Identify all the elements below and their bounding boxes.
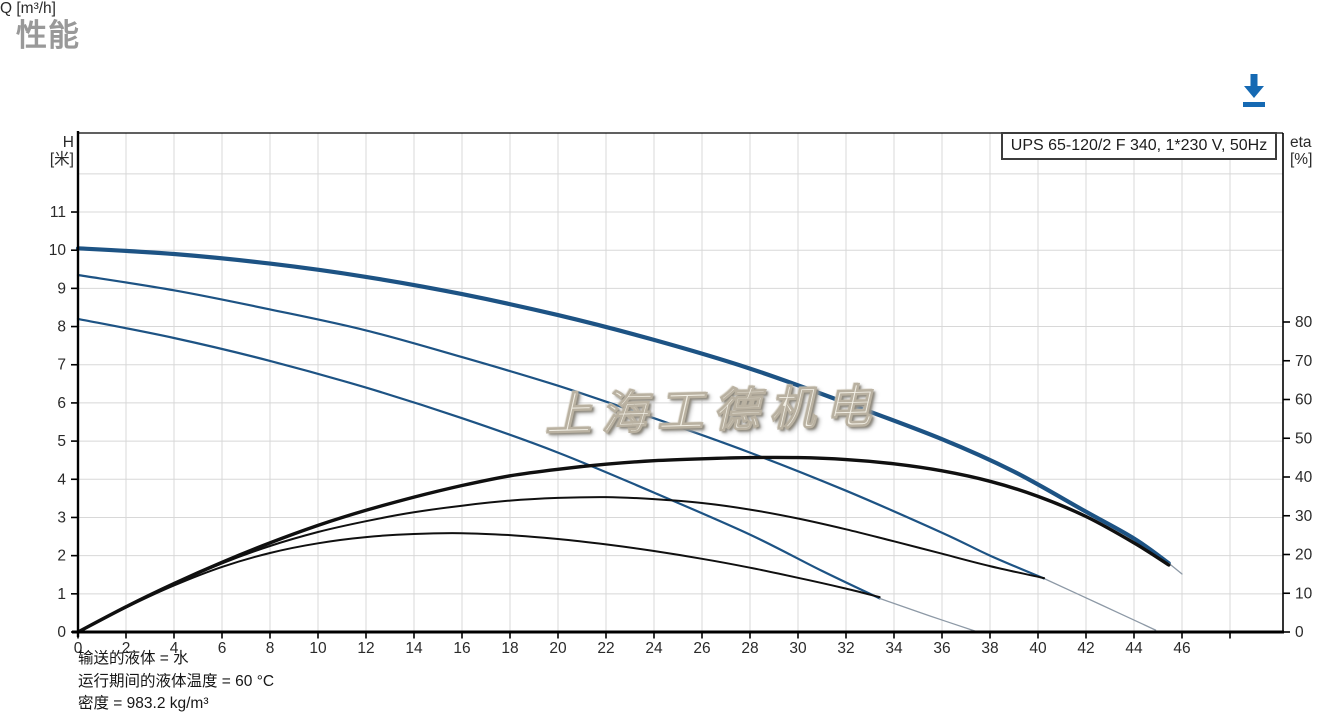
h-tick-label: 1	[57, 586, 66, 603]
note-pumped-liquid: 输送的液体 = 水	[78, 650, 189, 667]
pump-performance-chart: 0 2 4 6 8 10 12 14 16 18 20 22 24 26 28 30 32 34 36 38 40 42 4…	[0, 0, 1331, 657]
x-tick-label: 10	[309, 640, 327, 657]
tick-marks	[71, 211, 1290, 639]
speed3-eta-curve	[76, 455, 1171, 634]
x-tick-label: 40	[1029, 640, 1047, 657]
h-tick-label: 10	[49, 242, 67, 259]
x-tick-label: 22	[597, 640, 614, 657]
right-axis-unit: [%]	[1290, 151, 1313, 168]
x-tick-label: 20	[549, 640, 567, 657]
download-icon	[1243, 74, 1265, 107]
eta-tick-label: 30	[1295, 508, 1313, 525]
eta-tick-label: 70	[1295, 353, 1313, 370]
x-tick-label: 32	[837, 640, 854, 657]
x-tick-label: 28	[741, 640, 758, 657]
x-tick-label: 44	[1125, 640, 1143, 657]
h-tick-label: 8	[57, 319, 66, 336]
x-tick-label: 46	[1173, 640, 1190, 657]
note-liquid-temperature: 运行期间的液体温度 = 60 °C	[78, 672, 275, 690]
curves	[75, 246, 1183, 634]
legend-box: UPS 65-120/2 F 340, 1*230 V, 50Hz	[1001, 132, 1277, 160]
eta-tick-label: 10	[1295, 585, 1313, 602]
eta-tick-label: 60	[1295, 392, 1313, 409]
h-tick-label: 7	[57, 357, 66, 374]
right-axis-quantity: eta	[1290, 134, 1312, 151]
download-button[interactable]	[1238, 72, 1270, 112]
x-tick-label: 18	[501, 640, 518, 657]
h-tick-label: 9	[57, 280, 66, 297]
x-tick-label: 0	[74, 640, 83, 657]
x-tick-label: 16	[453, 640, 470, 657]
chart-notes: 输送的液体 = 水 运行期间的液体温度 = 60 °C 密度 = 983.2 k…	[78, 648, 274, 716]
x-axis-label: Q [m³/h]	[0, 0, 56, 17]
x-tick-label: 12	[357, 640, 374, 657]
legend-label: UPS 65-120/2 F 340, 1*230 V, 50Hz	[1010, 137, 1268, 154]
speed2-head-extension	[1043, 577, 1157, 631]
h-tick-label: 2	[57, 548, 66, 565]
left-axis-quantity: H	[62, 134, 74, 151]
h-tick-label: 4	[57, 471, 66, 488]
note-density: 密度 = 983.2 kg/m³	[78, 695, 209, 712]
speed2-head-curve	[76, 273, 1046, 580]
speed3-head-extension	[1168, 562, 1183, 575]
x-tick-label: 4	[170, 640, 179, 657]
x-tick-label: 30	[789, 640, 807, 657]
x-tick-label: 14	[405, 640, 423, 657]
x-tick-label: 2	[122, 640, 131, 657]
eta-tick-label: 50	[1295, 430, 1313, 447]
h-tick-label: 6	[57, 395, 66, 412]
eta-tick-label: 0	[1295, 624, 1304, 641]
x-tick-label: 34	[885, 640, 903, 657]
eta-tick-label: 40	[1295, 469, 1313, 486]
x-tick-label: 8	[266, 640, 275, 657]
left-axis-unit: [米]	[49, 151, 74, 168]
tick-labels: 0 2 4 6 8 10 12 14 16 18 20 22 24 26 28 30 32 34 36 38 40 42 4…	[49, 204, 1313, 657]
speed1-eta-curve	[77, 532, 881, 633]
eta-tick-label: 20	[1295, 547, 1313, 564]
right-axis-label: eta [%]	[1290, 134, 1330, 168]
h-tick-label: 11	[50, 204, 66, 221]
h-tick-label: 0	[57, 624, 66, 641]
eta-tick-label: 80	[1295, 314, 1313, 331]
left-axis-label: H [米]	[20, 134, 74, 168]
x-tick-label: 36	[933, 640, 950, 657]
grid	[78, 133, 1283, 632]
x-tick-label: 24	[645, 640, 663, 657]
x-tick-label: 38	[981, 640, 998, 657]
speed3-head-curve	[75, 246, 1171, 566]
x-tick-label: 26	[693, 640, 710, 657]
speed1-head-extension	[878, 597, 977, 632]
speed1-head-curve	[76, 317, 881, 600]
watermark: 上海工德机电	[544, 380, 882, 442]
x-tick-label: 42	[1077, 640, 1094, 657]
h-tick-label: 3	[57, 509, 66, 526]
speed2-eta-curve	[77, 496, 1045, 633]
x-tick-label: 6	[218, 640, 227, 657]
page-title: 性能	[16, 18, 80, 53]
h-tick-label: 5	[57, 433, 66, 450]
